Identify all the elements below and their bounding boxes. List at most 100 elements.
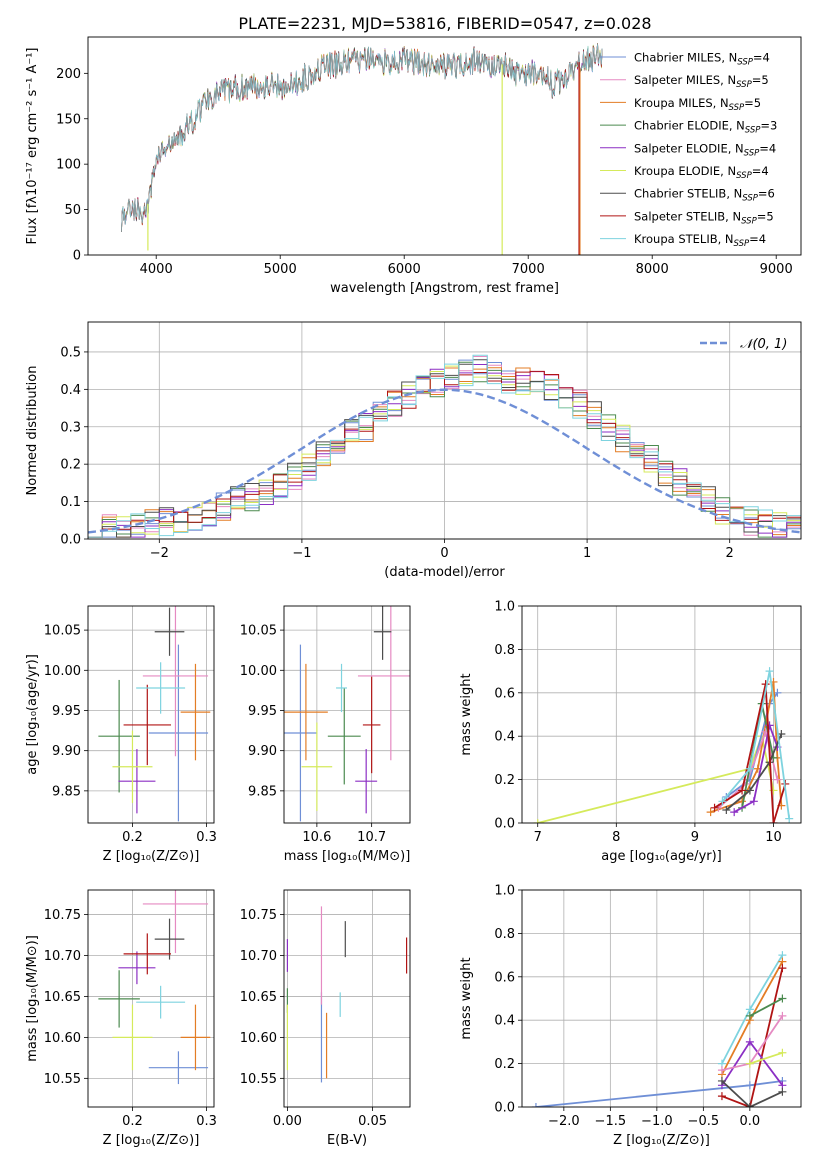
y-tick-label: 10.05: [44, 624, 81, 639]
y-tick-label: 50: [64, 203, 81, 218]
y-axis-label: mass [log₁₀(M/M⊙)]: [25, 935, 40, 1062]
weight-marker: [722, 805, 731, 814]
legend-label-sub: SSP: [729, 103, 745, 113]
x-axis-label: Z [log₁₀(Z/Z⊙)]: [613, 1133, 710, 1148]
x-axis-label: age [log₁₀(age/yr)]: [601, 849, 722, 864]
weight-marker: [785, 814, 794, 823]
x-tick-label: 0.0: [740, 1114, 761, 1129]
legend-label-main: Salpeter STELIB, N: [634, 209, 741, 223]
y-tick-label: 150: [56, 112, 81, 127]
legend-label-sub: SSP: [745, 126, 761, 136]
x-tick-label: 2: [726, 546, 734, 561]
weight-marker: [745, 764, 754, 773]
weight-line: [725, 733, 783, 811]
x-tick-label: 0.00: [273, 1114, 302, 1129]
panel-weights_vs_Z: −2.0 −1.5 −1.0 −0.5 0.0 0.0 0.2 0.4 0.6 0.8 1.0 Z […: [459, 884, 802, 1148]
y-tick-label: 0.1: [60, 495, 81, 510]
panel-spectrum: 4000 5000 6000 7000 8000 9000 0 50 100 150 200 wave…: [25, 36, 802, 296]
plot-area: [121, 42, 603, 255]
legend-label-sub: SSP: [734, 239, 750, 249]
y-tick-label: 10.05: [240, 624, 277, 639]
y-axis-label: Flux [fλ10⁻¹⁷ erg cm⁻² s⁻¹ A⁻¹]: [25, 48, 40, 245]
x-tick-label: 9: [691, 830, 699, 845]
x-tick-label: 1: [583, 546, 591, 561]
legend: 𝒩(0, 1): [700, 337, 787, 352]
y-tick-label: 10.75: [44, 908, 81, 923]
x-tick-label: 0.2: [122, 830, 143, 845]
legend-label-tail: =4: [749, 232, 766, 246]
legend-label-tail: =4: [753, 51, 770, 65]
axes-frame: [87, 321, 802, 540]
weight-line: [749, 997, 783, 1017]
x-axis-label: (data-model)/error: [384, 565, 505, 580]
y-tick-label: 10.65: [44, 990, 81, 1005]
legend-label-sub: SSP: [736, 80, 752, 90]
y-tick-label: 10.60: [240, 1031, 277, 1046]
x-axis-label: E(B-V): [327, 1133, 367, 1148]
panel-residuals: −2 −1 0 1 2 0.0 0.1 0.2 0.3 0.4 0.5 (data-model)/er…: [25, 321, 802, 580]
axes-frame: [87, 605, 215, 824]
legend-label: Salpeter ELODIE, NSSP=4: [634, 141, 776, 158]
legend-label: Chabrier STELIB, NSSP=6: [634, 187, 775, 204]
legend-label-tail: =5: [744, 96, 761, 110]
x-tick-label: 0.3: [196, 830, 217, 845]
panel-mass_vs_Z: 0.2 0.3 10.55 10.60 10.65 10.70 10.75 Z [log₁₀(…: [25, 889, 217, 1148]
y-tick-label: 0.4: [494, 1014, 515, 1029]
x-tick-label: 8: [612, 830, 620, 845]
legend-label: Chabrier MILES, NSSP=4: [634, 51, 770, 68]
y-tick-label: 0.2: [494, 773, 515, 788]
legend-label-sub: SSP: [737, 58, 753, 68]
weight-marker: [745, 1059, 754, 1068]
legend-label-sub: SSP: [742, 194, 758, 204]
y-tick-label: 10.75: [240, 908, 277, 923]
plot-area: [98, 606, 211, 822]
y-tick-label: 9.85: [248, 784, 277, 799]
legend-label-tail: =5: [757, 209, 774, 223]
x-tick-label: −1.0: [641, 1114, 673, 1129]
y-tick-label: 10.55: [44, 1072, 81, 1087]
weight-marker: [745, 1081, 754, 1090]
y-axis-label: Normed distribution: [25, 366, 40, 496]
y-tick-label: 10.65: [240, 990, 277, 1005]
weight-marker: [717, 1092, 726, 1101]
weight-line: [749, 1051, 783, 1065]
weight-marker: [773, 775, 782, 784]
legend-label-tail: =3: [760, 119, 777, 133]
y-tick-label: 9.95: [248, 704, 277, 719]
y-tick-label: 0.4: [494, 730, 515, 745]
legend-label-main: Salpeter ELODIE, N: [634, 141, 744, 155]
legend-label-sub: SSP: [736, 171, 752, 181]
y-tick-label: 200: [56, 67, 81, 82]
legend: Chabrier MILES, NSSP=4 Salpeter MILES, NS…: [600, 51, 777, 249]
legend-label: Chabrier ELODIE, NSSP=3: [634, 119, 777, 136]
plot-area: [284, 606, 410, 822]
weight-marker: [533, 819, 542, 823]
histogram-step: [88, 370, 801, 538]
weight-line: [721, 670, 791, 819]
weight-marker: [531, 1103, 540, 1107]
legend-label: Kroupa STELIB, NSSP=4: [634, 232, 766, 249]
panel-mass_vs_ebv: 0.00 0.05 10.55 10.60 10.65 10.70 10.75 E(B-V): [240, 889, 411, 1148]
plot-area: [286, 906, 408, 1083]
spectrum-line: [121, 44, 603, 232]
weight-marker: [765, 667, 774, 676]
y-tick-label: 0.8: [494, 927, 515, 942]
weight-line: [721, 961, 784, 1075]
y-tick-label: 10.55: [240, 1072, 277, 1087]
chart-title: PLATE=2231, MJD=53816, FIBERID=0547, z=0…: [238, 14, 651, 33]
y-axis-label: mass weight: [459, 673, 474, 755]
legend-label: Salpeter MILES, NSSP=5: [634, 73, 769, 90]
y-tick-label: 0.2: [60, 458, 81, 473]
x-tick-label: 5000: [264, 262, 297, 277]
y-tick-label: 0.4: [60, 383, 81, 398]
weight-line: [721, 1080, 783, 1107]
legend-label-tail: =4: [759, 141, 776, 155]
weight-marker: [717, 1076, 726, 1085]
y-tick-label: 100: [56, 158, 81, 173]
x-axis-label: Z [log₁₀(Z/Z⊙)]: [103, 1133, 200, 1148]
y-tick-label: 1.0: [494, 600, 515, 615]
x-tick-label: 10.7: [357, 830, 386, 845]
legend-label: 𝒩(0, 1): [740, 337, 787, 352]
y-tick-label: 0.0: [494, 817, 515, 832]
axes-frame: [87, 36, 802, 256]
